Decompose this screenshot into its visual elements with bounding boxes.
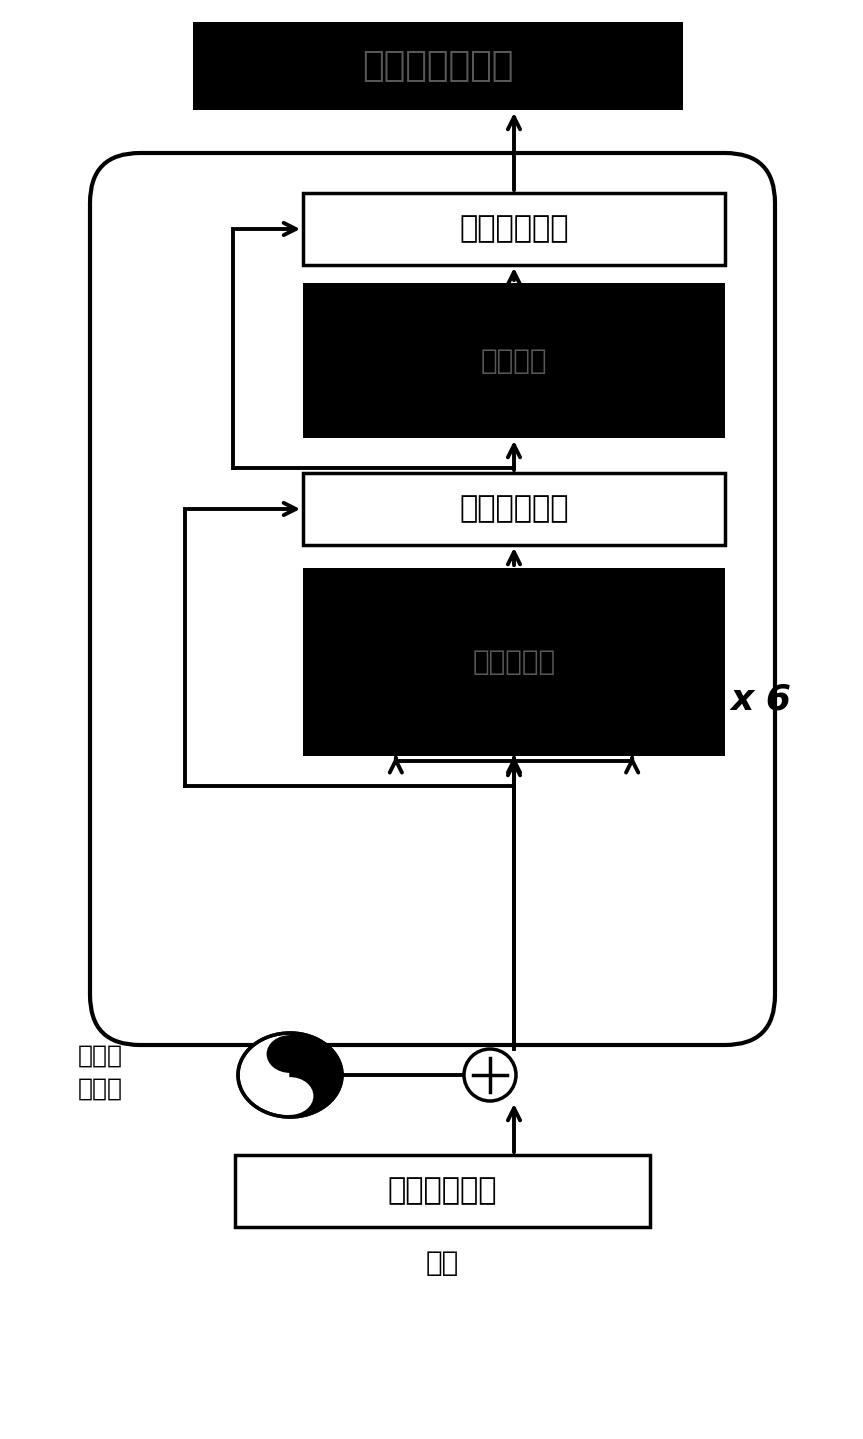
Text: 输入: 输入 [425, 1249, 458, 1276]
Text: 前馈网络: 前馈网络 [481, 347, 547, 374]
Bar [303, 473, 725, 545]
Bar [303, 193, 725, 265]
Text: 句子级唇语识别: 句子级唇语识别 [362, 49, 513, 83]
Ellipse shape [238, 1033, 342, 1117]
Text: 多头注意力: 多头注意力 [472, 648, 556, 676]
Text: 输入嵌入向量: 输入嵌入向量 [387, 1177, 497, 1206]
Polygon shape [290, 1033, 342, 1117]
Circle shape [464, 1049, 516, 1101]
Bar [303, 568, 725, 755]
Text: 相加和归一化: 相加和归一化 [459, 495, 569, 524]
FancyBboxPatch shape [90, 153, 775, 1045]
Ellipse shape [267, 1078, 313, 1115]
Bar [193, 22, 683, 109]
Bar [303, 283, 725, 437]
Text: 位置嵌
入向量: 位置嵌 入向量 [78, 1043, 123, 1101]
Text: x 6: x 6 [730, 684, 791, 717]
Text: 相加和归一化: 相加和归一化 [459, 214, 569, 243]
Bar [235, 1156, 650, 1227]
Ellipse shape [267, 1035, 313, 1073]
